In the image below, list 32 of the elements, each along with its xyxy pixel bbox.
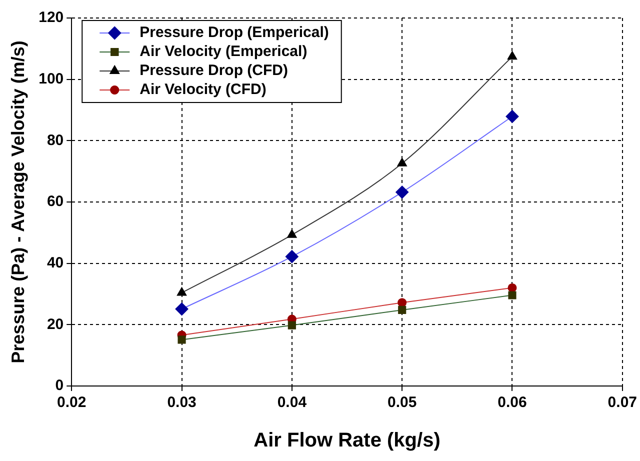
x-tick-label: 0.04	[277, 394, 308, 412]
y-tick-label: 40	[46, 254, 64, 272]
point	[175, 302, 188, 316]
y-axis-title: Pressure (Pa) - Average Velocity (m/s)	[8, 40, 28, 364]
point	[398, 306, 406, 314]
point	[396, 186, 409, 199]
point	[507, 51, 518, 60]
y-tick-label: 100	[38, 70, 64, 88]
point	[178, 336, 186, 344]
x-tick-label: 0.07	[608, 394, 638, 412]
point	[176, 287, 187, 296]
y-tick-label: 60	[46, 193, 64, 210]
x-tick-label: 0.02	[57, 394, 86, 412]
x-tick-label: 0.03	[167, 394, 196, 412]
point	[288, 321, 296, 330]
point	[285, 250, 298, 264]
legend-label: Pressure Drop (Emperical)	[140, 24, 329, 42]
y-tick-label: 0	[55, 377, 64, 394]
legend-label: Air Velocity (Emperical)	[140, 43, 308, 60]
point	[287, 229, 297, 238]
x-tick-label: 0.06	[498, 394, 527, 412]
x-tick-label: 0.05	[387, 394, 417, 412]
y-tick-label: 120	[38, 9, 64, 26]
point	[506, 110, 519, 123]
x-axis-title: Air Flow Rate (kg/s)	[254, 430, 440, 452]
point	[397, 158, 407, 166]
point	[508, 291, 516, 300]
point	[508, 283, 517, 292]
legend-label: Pressure Drop (CFD)	[140, 62, 288, 80]
y-tick-label: 20	[46, 316, 64, 333]
y-tick-label: 80	[46, 132, 64, 149]
legend-label: Air Velocity (CFD)	[140, 81, 266, 98]
